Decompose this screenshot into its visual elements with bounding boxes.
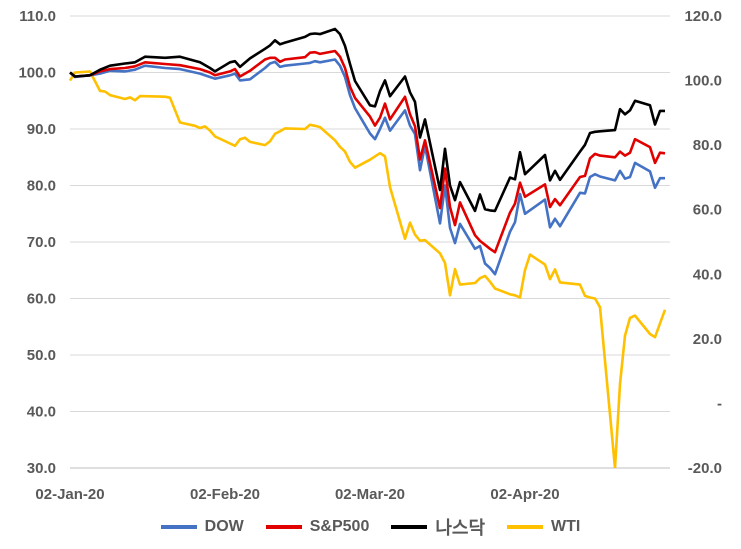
y2-tick-label: 20.0 bbox=[693, 331, 722, 348]
series-line-2 bbox=[69, 27, 665, 213]
y2-tick-label: 120.0 bbox=[684, 8, 722, 25]
legend-item: 나스닥 bbox=[391, 514, 485, 540]
y2-tick-label: - bbox=[717, 395, 722, 412]
y-tick-label: 110.0 bbox=[19, 8, 56, 25]
y-tick-label: 50.0 bbox=[27, 347, 56, 364]
y-tick-label: 40.0 bbox=[27, 404, 56, 421]
x-tick-label: 02-Jan-20 bbox=[35, 486, 104, 503]
legend-item: DOW bbox=[160, 518, 244, 536]
x-tick-label: 02-Apr-20 bbox=[490, 486, 559, 503]
y-tick-label: 30.0 bbox=[27, 460, 56, 477]
y-tick-label: 80.0 bbox=[27, 178, 56, 195]
x-axis-ticks: 02-Jan-20 02-Feb-20 02-Mar-20 02-Apr-20 bbox=[35, 486, 559, 503]
y-tick-label: 90.0 bbox=[27, 121, 56, 138]
x-tick-label: 02-Feb-20 bbox=[190, 486, 260, 503]
legend-item: S&P500 bbox=[265, 518, 370, 536]
legend-label: WTI bbox=[551, 518, 581, 535]
legend-swatch bbox=[507, 525, 544, 529]
legend-item: WTI bbox=[507, 518, 580, 536]
y2-tick-label: 80.0 bbox=[693, 137, 722, 154]
x-tick-label: 02-Mar-20 bbox=[335, 486, 405, 503]
y-tick-label: 70.0 bbox=[27, 234, 56, 251]
y2-tick-label: -20.0 bbox=[688, 460, 722, 477]
legend-label: DOW bbox=[204, 518, 244, 535]
legend-label: S&P500 bbox=[309, 518, 370, 535]
y2-tick-label: 40.0 bbox=[693, 266, 722, 283]
gridlines bbox=[70, 15, 670, 469]
y2-tick-label: 100.0 bbox=[684, 73, 722, 90]
series-lines bbox=[68, 27, 667, 468]
legend-swatch bbox=[265, 525, 302, 529]
legend-swatch bbox=[391, 525, 428, 529]
legend-swatch bbox=[160, 525, 197, 529]
series-line-1 bbox=[69, 49, 666, 254]
line-chart: 30.0 40.0 50.0 60.0 70.0 80.0 90.0 100.0 110.0 -… bbox=[18, 8, 722, 503]
series-line-3 bbox=[68, 70, 667, 468]
series-line-0 bbox=[69, 58, 665, 276]
left-axis-ticks: 30.0 40.0 50.0 60.0 70.0 80.0 90.0 100.0 110.0 bbox=[18, 8, 56, 477]
y-tick-label: 100.0 bbox=[18, 65, 56, 82]
y-tick-label: 60.0 bbox=[27, 291, 56, 308]
y2-tick-label: 60.0 bbox=[693, 202, 722, 219]
legend-label: 나스닥 bbox=[435, 518, 486, 538]
legend: DOW S&P500 나스닥 WTI bbox=[0, 512, 741, 542]
